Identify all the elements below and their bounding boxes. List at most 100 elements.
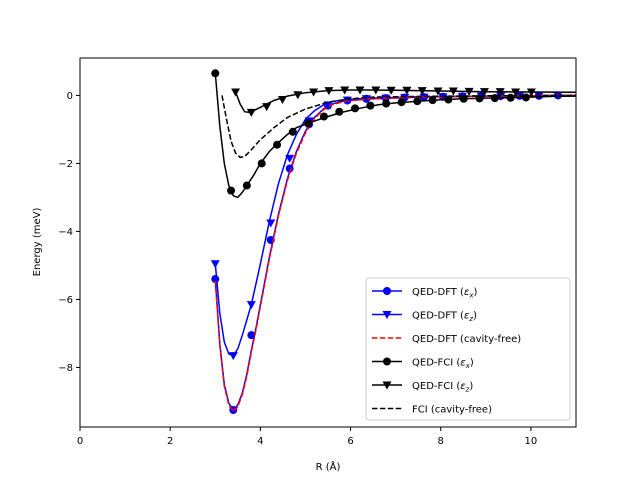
data-point <box>246 108 256 117</box>
data-point <box>417 87 427 96</box>
data-point <box>257 159 266 168</box>
data-point <box>464 87 474 96</box>
data-point <box>319 112 328 121</box>
legend-frame <box>365 277 571 421</box>
legend-label-main: FCI (cavity-free) <box>412 405 492 416</box>
data-point <box>309 88 319 97</box>
legend-entry: QED-DFT (cavity-free) <box>372 334 521 345</box>
legend-label-symbol: ε <box>464 287 470 298</box>
series-line <box>214 73 576 199</box>
data-point <box>433 87 443 96</box>
legend-label-close: ) <box>469 381 473 392</box>
legend-label-subscript: x <box>465 362 471 370</box>
data-point <box>228 352 238 361</box>
legend-label-symbol: ε <box>460 381 466 392</box>
legend-label-symbol: ε <box>460 358 466 369</box>
data-point <box>273 140 282 149</box>
data-point <box>262 103 272 112</box>
data-point <box>288 127 297 136</box>
data-point <box>293 91 303 100</box>
x-axis-label: R (Å) <box>316 460 341 473</box>
data-point <box>371 86 381 95</box>
x-axis-ticks: 0 2 4 6 8 10 <box>77 427 537 447</box>
data-point <box>231 88 241 97</box>
legend-label-symbol: ε <box>464 311 470 322</box>
series-5 <box>221 94 576 159</box>
y-tick-label: −6 <box>58 295 73 306</box>
data-point <box>210 260 220 269</box>
legend-label: QED-DFT (εx) <box>412 287 478 300</box>
x-tick-label: 6 <box>347 436 353 447</box>
series-line <box>221 94 576 159</box>
legend-entry: QED-FCI (εx) <box>372 357 474 371</box>
legend-label-main: QED-DFT (cavity-free) <box>412 334 521 345</box>
y-axis-label: Energy (meV) <box>32 208 43 277</box>
data-point <box>324 87 334 96</box>
data-point <box>351 104 360 113</box>
y-tick-label: 0 <box>67 91 73 102</box>
legend-label-close: ) <box>473 311 477 322</box>
legend: QED-DFT (εx)QED-DFT (εz)QED-DFT (cavity-… <box>365 277 571 421</box>
legend-marker <box>383 287 391 295</box>
data-point <box>211 69 220 78</box>
x-tick-label: 8 <box>438 436 444 447</box>
legend-label: QED-FCI (εx) <box>412 358 474 371</box>
data-point <box>366 101 375 110</box>
data-point <box>386 86 396 95</box>
legend-entry: QED-DFT (εz) <box>372 311 477 324</box>
y-tick-label: −8 <box>58 363 73 374</box>
data-point <box>277 95 287 104</box>
y-tick-label: −2 <box>58 159 73 170</box>
data-point <box>496 92 506 101</box>
legend-label-main: QED-DFT ( <box>412 287 464 298</box>
legend-marker <box>382 311 392 319</box>
data-point <box>227 186 236 195</box>
legend-label: QED-DFT (εz) <box>412 311 477 324</box>
legend-label-main: QED-DFT ( <box>412 311 464 322</box>
data-point <box>495 88 505 97</box>
data-point <box>335 107 344 116</box>
legend-entry: FCI (cavity-free) <box>372 405 492 416</box>
data-point <box>444 95 453 104</box>
x-tick-label: 2 <box>167 436 173 447</box>
data-point <box>526 88 536 97</box>
data-point <box>340 86 350 95</box>
legend-label: QED-FCI (εz) <box>412 381 473 394</box>
data-point <box>242 181 251 190</box>
data-point <box>382 99 391 108</box>
data-point <box>511 88 521 97</box>
legend-label-subscript: z <box>465 386 470 394</box>
y-tick-label: −4 <box>58 227 73 238</box>
data-point <box>448 87 458 96</box>
y-axis-ticks: 0 −2 −4 −6 −8 <box>58 91 80 374</box>
plot-frame <box>79 57 577 428</box>
legend-label-close: ) <box>470 358 474 369</box>
legend-label-close: ) <box>474 287 478 298</box>
legend-marker <box>383 357 391 366</box>
x-tick-label: 4 <box>257 436 263 447</box>
data-point <box>247 331 256 340</box>
data-point <box>459 94 468 103</box>
data-point <box>285 164 294 173</box>
data-point <box>355 86 365 95</box>
series-2 <box>214 94 576 413</box>
data-point <box>428 96 437 105</box>
data-point <box>246 301 256 310</box>
x-tick-label: 0 <box>77 436 83 447</box>
data-point <box>479 88 489 97</box>
series-layer <box>210 69 576 414</box>
legend-label: QED-DFT (cavity-free) <box>412 334 521 345</box>
legend-label: FCI (cavity-free) <box>412 405 492 416</box>
series-line <box>214 94 576 413</box>
legend-label-main: QED-FCI ( <box>412 358 460 369</box>
x-tick-label: 10 <box>525 436 538 447</box>
data-point <box>402 86 412 95</box>
series-4 <box>231 86 576 117</box>
data-point <box>521 93 530 102</box>
legend-label-main: QED-FCI ( <box>412 381 460 392</box>
legend-label-subscript: z <box>468 315 473 323</box>
series-3 <box>211 69 576 199</box>
data-point <box>304 119 313 128</box>
data-point <box>285 154 295 163</box>
